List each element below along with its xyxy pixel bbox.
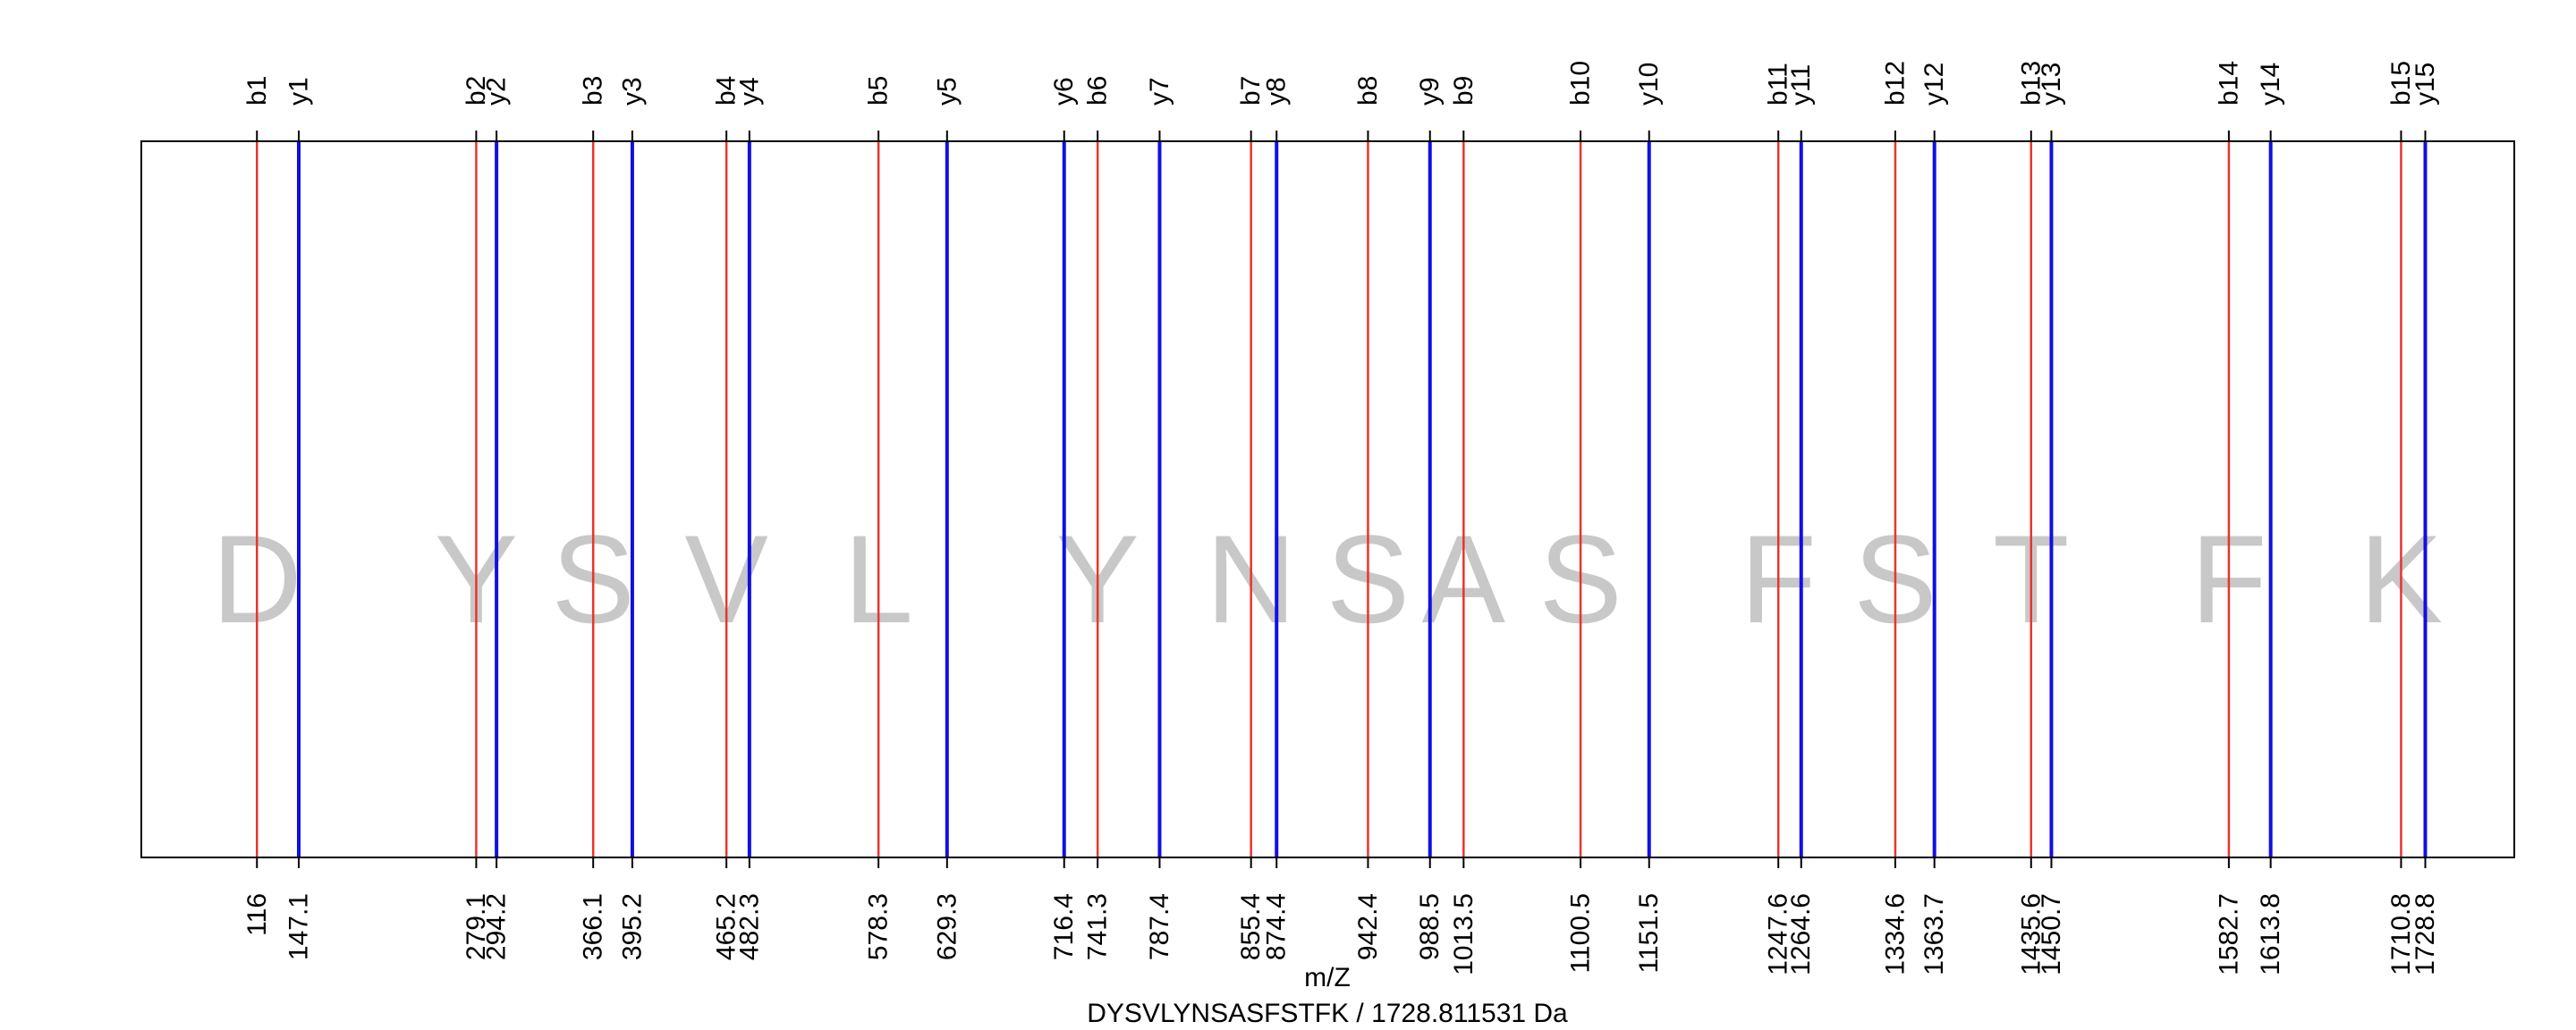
y-ion-label-5: y5: [932, 77, 962, 106]
y-ion-label-10: y10: [1634, 63, 1664, 106]
b-ion-mz-label-15: 1710.8: [2386, 893, 2416, 975]
peptide-caption: DYSVLYNSASFSTFK / 1728.811531 Da: [1087, 999, 1568, 1028]
y-ion-mz-label-13: 1450.7: [2037, 893, 2066, 975]
y-ion-mz-label-3: 395.2: [617, 893, 647, 960]
y-ion-label-2: y2: [482, 77, 512, 106]
y-ion-mz-label-11: 1264.6: [1786, 893, 1816, 975]
y-ion-mz-label-5: 629.3: [932, 893, 962, 960]
y-ion-mz-label-8: 874.4: [1262, 893, 1292, 960]
b-ion-mz-label-9: 1013.5: [1449, 893, 1479, 975]
b-ion-label-4: b4: [712, 76, 741, 106]
b-ion-label-2: b2: [462, 76, 491, 106]
ion-ticks: b1 116 b2 279.1 b3 366.1 b4 465.2 b5 578.3 b6 741.3…: [242, 61, 2440, 975]
b-ion-mz-label-7: 855.4: [1236, 893, 1266, 960]
y-ion-label-12: y12: [1919, 63, 1949, 106]
b-ion-mz-label-5: 578.3: [864, 893, 894, 960]
y-ion-mz-label-7: 787.4: [1145, 893, 1174, 960]
b-ion-label-14: b14: [2214, 61, 2243, 106]
b-ion-label-12: b12: [1880, 61, 1910, 106]
y-ion-label-15: y15: [2411, 63, 2440, 106]
b-ion-mz-label-4: 465.2: [712, 893, 741, 960]
y-ion-mz-label-14: 1613.8: [2256, 893, 2285, 975]
b-ion-label-7: b7: [1236, 76, 1266, 106]
b-ion-label-3: b3: [579, 76, 608, 106]
y-ion-mz-label-12: 1363.7: [1919, 893, 1949, 975]
y-ion-mz-label-9: 988.5: [1415, 893, 1445, 960]
plot-frame: [140, 140, 2515, 858]
y-ion-label-8: y8: [1262, 77, 1292, 106]
b-ion-mz-label-10: 1100.5: [1566, 893, 1596, 974]
y-ion-mz-label-15: 1728.8: [2411, 893, 2440, 975]
y-ion-label-6: y6: [1049, 77, 1079, 106]
ion-lines: [256, 141, 2428, 857]
b-ion-label-6: b6: [1083, 76, 1113, 106]
b-ion-mz-label-1: 116: [242, 893, 272, 936]
y-ion-label-13: y13: [2037, 63, 2066, 106]
b-ion-label-13: b13: [2016, 61, 2046, 106]
b-ion-label-10: b10: [1566, 61, 1596, 106]
b-ion-mz-label-6: 741.3: [1083, 893, 1113, 960]
b-ion-label-9: b9: [1449, 76, 1479, 106]
b-ion-mz-label-8: 942.4: [1353, 893, 1383, 960]
b-ion-label-11: b11: [1764, 63, 1793, 106]
y-ion-mz-label-1: 147.1: [284, 893, 314, 960]
y-ion-label-4: y4: [734, 77, 764, 106]
b-ion-label-8: b8: [1353, 76, 1383, 106]
y-ion-mz-label-10: 1151.5: [1634, 893, 1664, 974]
b-ion-mz-label-14: 1582.7: [2214, 893, 2243, 975]
y-ion-label-9: y9: [1415, 77, 1445, 106]
b-ion-mz-label-3: 366.1: [579, 893, 608, 960]
y-ion-label-14: y14: [2256, 63, 2285, 106]
x-axis-label: m/Z: [1304, 963, 1351, 992]
y-ion-label-1: y1: [284, 77, 314, 106]
b-ion-mz-label-11: 1247.6: [1764, 893, 1793, 975]
y-ion-label-11: y11: [1786, 64, 1816, 106]
b-ion-label-15: b15: [2386, 61, 2416, 106]
b-ion-label-1: b1: [242, 76, 272, 106]
b-ion-mz-label-13: 1435.6: [2016, 893, 2046, 975]
b-ion-mz-label-12: 1334.6: [1880, 893, 1910, 975]
y-ion-mz-label-2: 294.2: [482, 893, 512, 960]
y-ion-label-7: y7: [1145, 77, 1174, 106]
y-ion-mz-label-6: 716.4: [1049, 893, 1079, 960]
y-ion-label-3: y3: [617, 77, 647, 106]
b-ion-label-5: b5: [864, 76, 894, 106]
y-ion-mz-label-4: 482.3: [734, 893, 764, 960]
b-ion-mz-label-2: 279.1: [462, 893, 491, 960]
